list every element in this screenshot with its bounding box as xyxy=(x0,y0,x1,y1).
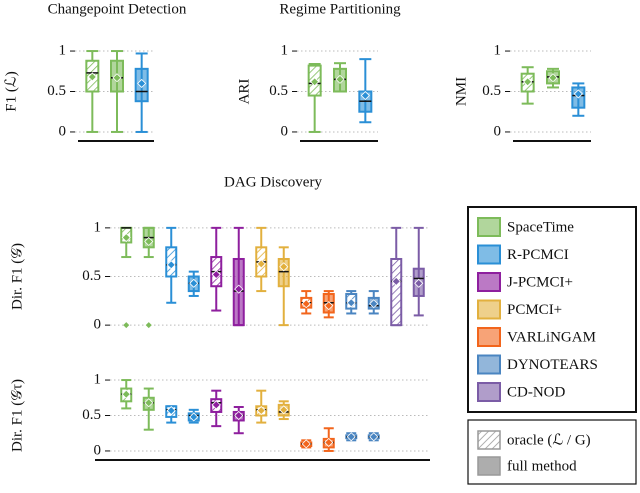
legend-label: full method xyxy=(507,458,577,474)
chart-title: Changepoint Detection xyxy=(48,1,187,17)
y-tick-label: 0.5 xyxy=(47,83,66,99)
legend-label: R-PCMCI xyxy=(507,247,569,263)
y-tick-label: 0.5 xyxy=(482,83,501,99)
mean-marker xyxy=(121,233,131,243)
mean-marker xyxy=(548,73,558,83)
legend-label: DYNOTEARS xyxy=(507,357,598,373)
legend-label: PCMCI+ xyxy=(507,302,562,318)
mean-marker xyxy=(211,269,221,280)
legend-swatch xyxy=(477,244,501,265)
mean-marker xyxy=(211,400,221,410)
box xyxy=(277,257,290,288)
y-tick-label: 0 xyxy=(94,442,102,458)
mean-marker xyxy=(391,276,401,286)
y-tick-label: 0 xyxy=(494,123,502,139)
mean-marker xyxy=(279,405,289,415)
mean-marker xyxy=(189,412,199,422)
y-tick-label: 1 xyxy=(281,42,289,58)
y-axis-label: Dir. F1 (𝒢) xyxy=(9,243,25,310)
mean-marker xyxy=(112,73,122,83)
outlier xyxy=(123,322,130,329)
y-axis-label: ARI xyxy=(236,79,252,105)
mean-marker xyxy=(137,78,147,88)
legend-swatch xyxy=(477,382,501,402)
mean-marker xyxy=(166,405,176,416)
mean-marker xyxy=(256,259,266,269)
legend-label: VARLiNGAM xyxy=(507,329,596,345)
mean-marker xyxy=(324,301,334,311)
mean-marker xyxy=(301,299,311,309)
mean-marker xyxy=(234,284,244,294)
y-tick-label: 0 xyxy=(59,123,67,139)
legend-swatch xyxy=(477,456,501,476)
mean-marker xyxy=(310,77,320,87)
legend-swatch xyxy=(477,299,501,320)
outlier xyxy=(145,322,152,329)
y-tick-label: 1 xyxy=(494,42,502,58)
mean-marker xyxy=(324,437,334,448)
mean-marker xyxy=(346,298,356,308)
mean-marker xyxy=(144,398,154,408)
y-tick-label: 1 xyxy=(94,219,102,235)
mean-marker xyxy=(346,432,356,442)
y-tick-label: 0 xyxy=(281,123,289,139)
y-tick-label: 0.5 xyxy=(269,83,288,99)
mean-marker xyxy=(234,410,244,421)
y-axis-label: NMI xyxy=(453,77,469,106)
mean-marker xyxy=(279,262,289,272)
mean-marker xyxy=(369,432,379,442)
chart-title: DAG Discovery xyxy=(224,174,322,190)
y-axis-label: Dir. F1 (𝒢τ) xyxy=(9,379,25,452)
legend-swatch xyxy=(477,354,501,375)
mean-marker xyxy=(144,236,154,247)
legend-swatch xyxy=(477,272,501,292)
legend-swatch xyxy=(477,217,501,237)
mean-marker xyxy=(360,90,370,101)
mean-marker xyxy=(523,77,533,87)
mean-marker xyxy=(121,389,131,399)
box xyxy=(390,257,403,327)
mean-marker xyxy=(256,405,266,416)
mean-marker xyxy=(414,278,424,288)
legend-label: SpaceTime xyxy=(507,219,574,235)
mean-marker xyxy=(301,439,311,449)
y-tick-label: 0.5 xyxy=(82,268,101,284)
mean-marker xyxy=(189,278,199,288)
legend-swatch xyxy=(477,430,501,450)
y-tick-label: 1 xyxy=(94,371,102,387)
mean-marker xyxy=(573,89,583,99)
y-tick-label: 0.5 xyxy=(82,407,101,423)
chart-title: Regime Partitioning xyxy=(279,1,401,17)
mean-marker xyxy=(369,299,379,309)
legend-label: J-PCMCI+ xyxy=(507,274,573,290)
legend-swatch xyxy=(477,327,501,347)
mean-marker xyxy=(166,260,176,270)
legend-label: oracle (ℒ / G) xyxy=(507,432,591,448)
y-tick-label: 0 xyxy=(94,317,102,333)
y-tick-label: 1 xyxy=(59,42,67,58)
y-axis-label: F1 (ℒ) xyxy=(3,71,19,111)
mean-marker xyxy=(87,72,97,82)
mean-marker xyxy=(335,74,345,84)
legend-label: CD-NOD xyxy=(507,384,565,400)
